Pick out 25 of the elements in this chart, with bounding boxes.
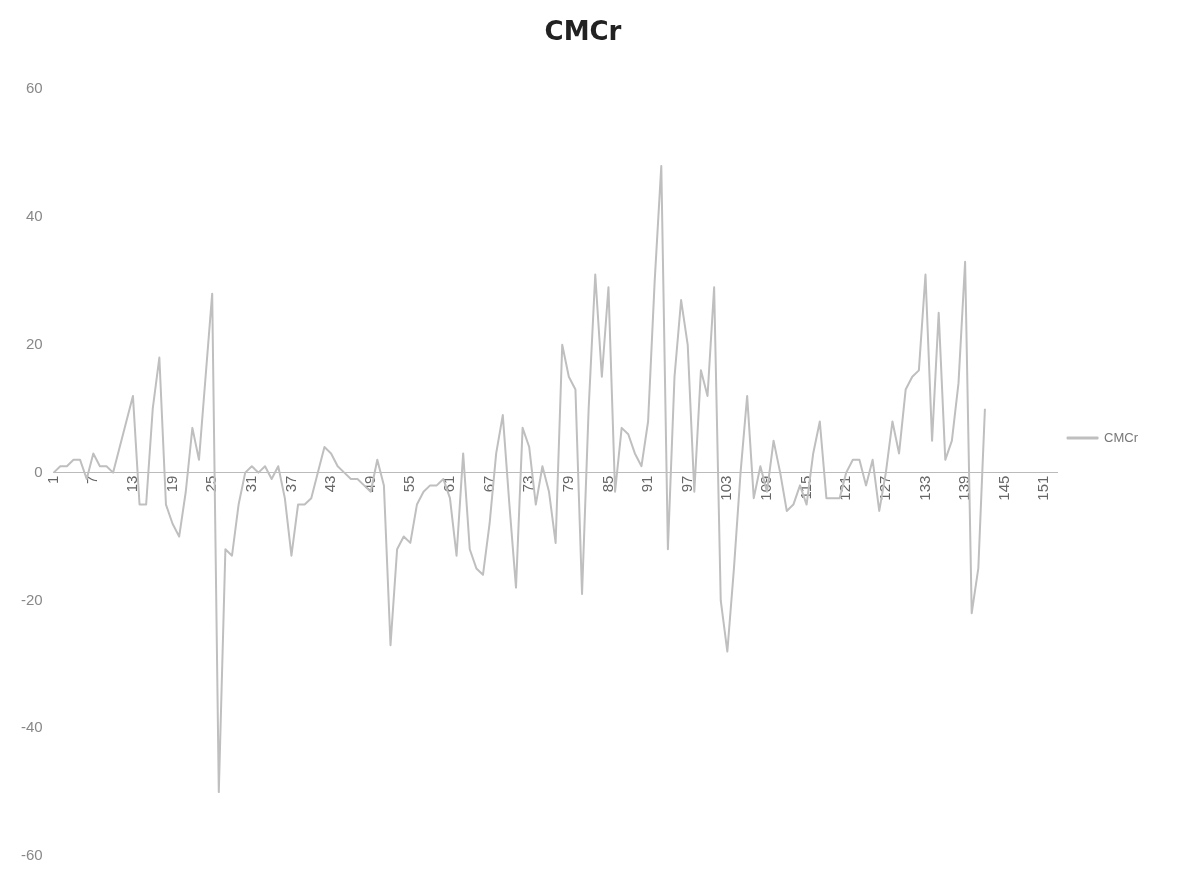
y-tick-label: -20 [20,590,43,608]
chart-title: CMCr [544,16,622,47]
x-tick-label: 43 [321,475,339,493]
x-tick-label: 37 [281,475,299,493]
x-tick-label: 97 [677,475,695,493]
y-tick-label: 40 [25,207,43,225]
x-tick-label: 31 [241,475,259,493]
x-tick-label: 145 [994,475,1012,501]
x-tick-label: 133 [915,475,933,501]
x-tick-label: 91 [638,475,656,493]
y-tick-label: 0 [34,462,43,480]
x-tick-label: 139 [955,475,973,501]
x-tick-label: 1 [43,475,61,484]
x-tick-label: 55 [400,475,418,493]
x-tick-label: 79 [558,475,576,493]
x-tick-label: 85 [598,475,616,493]
x-tick-label: 151 [1034,475,1052,501]
y-tick-label: -40 [20,718,43,736]
x-tick-label: 19 [162,475,180,493]
y-tick-label: -60 [20,846,43,864]
x-tick-label: 103 [717,475,735,501]
x-tick-label: 13 [123,475,141,493]
legend-label: CMCr [1104,429,1139,445]
y-tick-label: 20 [25,334,43,352]
y-tick-label: 60 [25,79,43,97]
